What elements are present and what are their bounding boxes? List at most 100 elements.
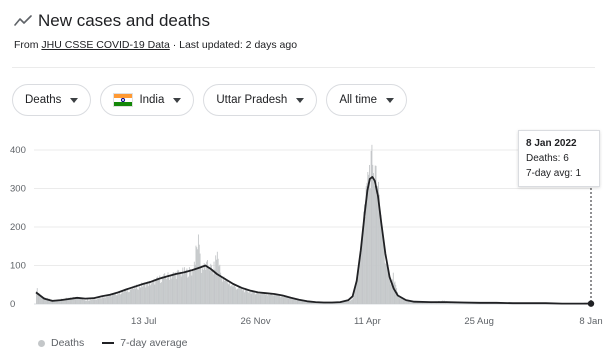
deaths-bar <box>233 285 235 304</box>
deaths-bar <box>155 279 157 304</box>
deaths-bar <box>184 267 185 304</box>
deaths-bar <box>237 288 239 304</box>
deaths-bar <box>203 263 205 304</box>
deaths-bar <box>373 173 375 304</box>
time-range-dropdown[interactable]: All time <box>326 84 408 116</box>
deaths-bar <box>288 298 290 304</box>
deaths-bar <box>292 299 294 304</box>
deaths-bar <box>91 299 93 304</box>
deaths-bar <box>191 275 193 304</box>
deaths-bar <box>110 294 111 304</box>
deaths-bar <box>124 290 126 304</box>
deaths-bar <box>87 300 89 304</box>
deaths-bar <box>170 278 172 304</box>
deaths-bar <box>46 297 48 304</box>
deaths-bar <box>60 298 62 304</box>
deaths-bar <box>211 265 213 304</box>
deaths-bar <box>348 300 350 304</box>
deaths-bar <box>219 264 221 304</box>
deaths-bar <box>336 302 338 304</box>
country-dropdown[interactable]: India <box>100 84 195 116</box>
deaths-bar <box>100 298 102 304</box>
deaths-bar <box>345 301 347 304</box>
deaths-bar <box>160 282 162 304</box>
deaths-bar <box>313 301 315 304</box>
deaths-bar <box>83 299 85 304</box>
deaths-bar <box>242 290 244 304</box>
deaths-bar <box>118 294 120 304</box>
deaths-bar <box>401 297 402 304</box>
y-tick-label: 200 <box>10 222 26 233</box>
deaths-bar <box>403 299 405 304</box>
deaths-bar <box>98 298 100 304</box>
deaths-bar <box>63 299 65 304</box>
deaths-bar <box>236 288 238 304</box>
y-tick-label: 400 <box>10 145 26 156</box>
deaths-bar <box>231 284 233 304</box>
deaths-bar <box>360 252 362 304</box>
deaths-bar <box>278 296 280 304</box>
deaths-bar <box>79 297 81 304</box>
deaths-bar <box>40 296 42 304</box>
deaths-bar <box>394 281 396 304</box>
deaths-bar <box>80 298 82 304</box>
deaths-bar <box>71 298 73 304</box>
deaths-bar <box>362 228 364 304</box>
deaths-bar <box>409 301 411 304</box>
region-dropdown[interactable]: Uttar Pradesh <box>203 84 318 116</box>
deaths-bar <box>86 300 88 304</box>
deaths-bar <box>294 299 296 304</box>
deaths-bar <box>359 264 361 304</box>
deaths-bar <box>392 279 393 304</box>
deaths-bar <box>189 269 191 304</box>
deaths-bar <box>54 299 55 304</box>
deaths-bar <box>158 279 160 304</box>
deaths-bar <box>250 293 252 304</box>
source-link[interactable]: JHU CSSE COVID-19 Data <box>41 39 170 51</box>
deaths-bar <box>208 268 210 304</box>
deaths-bar <box>104 297 106 304</box>
deaths-bar <box>262 293 264 304</box>
deaths-bar <box>285 297 287 304</box>
deaths-bar <box>343 301 345 304</box>
deaths-bar <box>173 272 175 304</box>
deaths-bar <box>342 301 344 304</box>
deaths-bar <box>190 272 192 304</box>
x-tick-label: 8 Jan <box>579 316 602 327</box>
deaths-bar <box>420 302 422 304</box>
deaths-bar <box>345 301 347 304</box>
deaths-bar <box>404 300 406 304</box>
deaths-bar <box>113 293 115 304</box>
legend-avg-label: 7-day average <box>120 337 188 349</box>
deaths-bar <box>290 297 291 304</box>
deaths-bar <box>272 295 274 304</box>
deaths-bar <box>134 289 136 304</box>
deaths-bar <box>115 295 117 304</box>
metric-dropdown[interactable]: Deaths <box>12 84 92 116</box>
deaths-bar <box>299 299 301 304</box>
deaths-bar <box>186 268 188 304</box>
deaths-bar <box>268 294 270 304</box>
deaths-bar <box>234 285 236 304</box>
deaths-bar <box>101 296 103 304</box>
deaths-bar <box>174 274 176 304</box>
metric-dropdown-label: Deaths <box>25 94 62 106</box>
deaths-bar <box>361 234 363 304</box>
deaths-bar <box>254 294 256 304</box>
deaths-bar <box>408 301 410 304</box>
tooltip-avg: 7-day avg: 1 <box>526 168 582 179</box>
deaths-bar <box>372 164 374 304</box>
chevron-down-icon <box>70 97 79 103</box>
deaths-bar <box>210 263 212 304</box>
deaths-bar <box>198 244 200 304</box>
deaths-bar <box>195 245 197 304</box>
deaths-bar <box>105 296 107 304</box>
deaths-bar <box>108 295 110 304</box>
deaths-bar <box>275 294 277 304</box>
deaths-bar <box>112 294 114 304</box>
deaths-bar <box>424 301 426 304</box>
deaths-bar <box>163 274 165 304</box>
deaths-bar <box>216 259 217 304</box>
deaths-bar <box>70 298 72 304</box>
